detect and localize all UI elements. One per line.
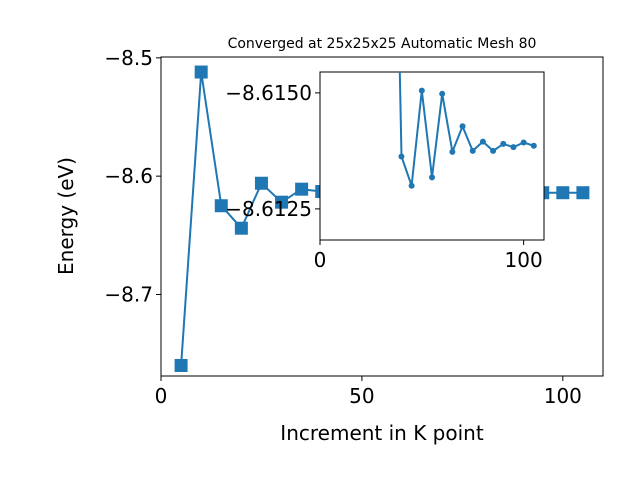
- inset-data-point: [449, 148, 456, 155]
- main-y-tick-label: −8.7: [104, 282, 153, 306]
- inset-data-point: [510, 144, 517, 151]
- inset-data-point: [479, 138, 486, 145]
- inset-plot-marks: [398, 72, 537, 189]
- main-data-point: [254, 176, 268, 190]
- main-data-point: [576, 186, 590, 200]
- main-data-point: [174, 358, 188, 372]
- inset-data-point: [459, 123, 466, 130]
- inset-data-point: [490, 147, 497, 154]
- inset-data-point: [398, 153, 405, 160]
- main-axis-ticks: 0 50 100 −8.5 −8.6 −8.7: [104, 46, 581, 408]
- inset-axis-ticks: 0 100 −8.6150 −8.6125: [225, 81, 542, 272]
- main-data-point: [194, 65, 208, 79]
- main-data-point: [214, 199, 228, 213]
- x-axis-label: Increment in K point: [280, 421, 484, 445]
- main-data-point: [295, 182, 309, 196]
- inset-data-point: [418, 87, 425, 94]
- inset-x-tick-label: 100: [505, 248, 543, 272]
- inset-data-point: [520, 139, 527, 146]
- inset-data-point: [500, 140, 507, 147]
- inset-y-tick-label: −8.6150: [225, 81, 312, 105]
- inset-data-point: [429, 174, 435, 181]
- y-axis-label: Energy (eV): [54, 157, 78, 275]
- main-x-tick-label: 50: [349, 384, 374, 408]
- main-x-tick-label: 0: [155, 384, 168, 408]
- main-y-tick-label: −8.5: [104, 46, 153, 70]
- inset-plot-frame: [319, 71, 545, 241]
- main-data-point: [556, 186, 570, 200]
- inset-data-point: [530, 142, 537, 149]
- main-y-tick-label: −8.6: [104, 164, 153, 188]
- main-data-point: [234, 221, 248, 235]
- inset-x-tick-label: 0: [314, 248, 327, 272]
- chart-title: Converged at 25x25x25 Automatic Mesh 80: [228, 36, 537, 52]
- main-x-tick-label: 100: [544, 384, 582, 408]
- inset-data-point: [408, 182, 415, 189]
- inset-data-point: [439, 90, 446, 97]
- main-data-point: [275, 195, 289, 209]
- inset-y-tick-label: −8.6125: [225, 197, 312, 221]
- inset-data-point: [469, 147, 476, 154]
